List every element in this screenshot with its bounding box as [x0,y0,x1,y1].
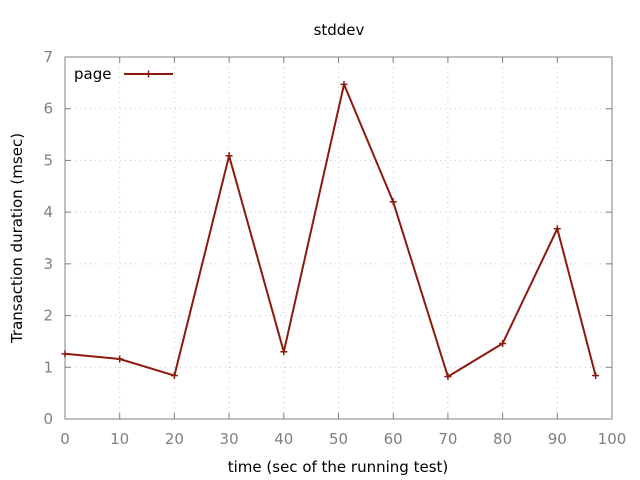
series-line-page [64,83,597,378]
data-point [280,348,288,356]
y-tick-label: 5 [43,151,53,169]
grid-lines [65,57,612,419]
x-tick-label: 80 [493,430,512,448]
y-tick-label: 6 [43,100,53,118]
data-point [340,80,348,88]
legend: page [74,65,173,83]
data-point [553,225,561,233]
data-point [116,355,124,363]
legend-marker [145,70,152,78]
data-point [499,339,507,347]
x-tick-label: 40 [274,430,293,448]
x-tick-label: 90 [548,430,567,448]
data-point [61,350,69,358]
y-tick-label: 4 [43,203,53,221]
y-tick-label: 3 [43,255,53,273]
x-axis-title: time (sec of the running test) [228,458,449,476]
y-tick-label: 0 [43,410,53,428]
x-tick-label: 70 [438,430,457,448]
x-tick-label: 30 [220,430,239,448]
x-tick-label: 60 [384,430,403,448]
x-tick-label: 50 [329,430,348,448]
data-point [444,373,452,381]
series-layer [61,80,600,381]
y-axis-title: Transaction duration (msec) [8,133,26,344]
data-point [225,152,233,160]
axis-ticks: 0 10 20 30 40 50 60 70 80 90 100 0 1 2 3 4 5 6 7 [43,48,626,448]
data-point [389,198,397,206]
x-tick-label: 100 [598,430,627,448]
y-tick-label: 1 [43,358,53,376]
legend-label: page [74,65,111,83]
y-tick-label: 7 [43,48,53,66]
x-tick-label: 0 [60,430,70,448]
data-point [170,372,178,380]
data-point [592,372,600,380]
chart-title: stddev [314,21,365,39]
x-tick-label: 10 [110,430,129,448]
y-tick-label: 2 [43,307,53,325]
x-tick-label: 20 [165,430,184,448]
